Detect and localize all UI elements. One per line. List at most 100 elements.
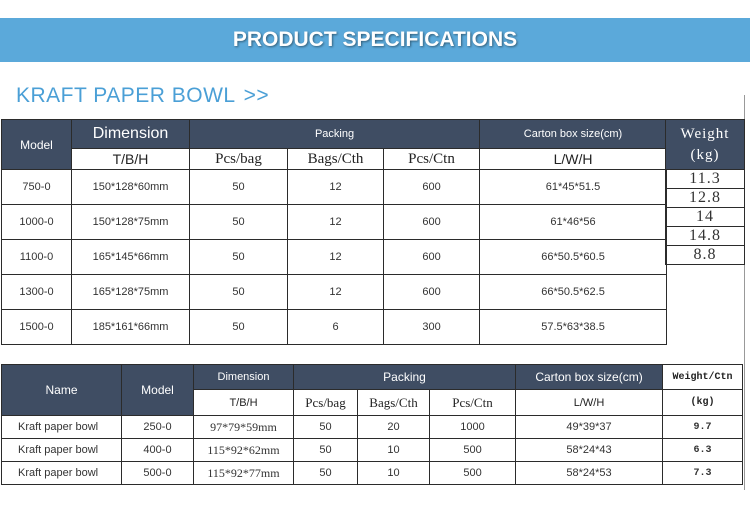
header-dimension: Dimension: [71, 119, 190, 149]
cell-carton: 61*46*56: [479, 204, 668, 240]
cell-pcs-ctn: 600: [382, 239, 481, 275]
t2-header-packing: Packing: [292, 364, 517, 390]
cell-dimension: 185*161*66mm: [71, 309, 190, 345]
cell-model: 500-0: [121, 461, 194, 485]
cell-bags-cth: 10: [357, 438, 430, 462]
table-row: 1100-0 165*145*66mm 50 12 600 66*50.5*60.5: [1, 239, 668, 275]
t2-subheader-bags-cth: Bags/Cth: [357, 389, 430, 416]
t2-subheader-pcs-ctn: Pcs/Ctn: [428, 389, 517, 416]
t2-subheader-weight-unit: (kg): [662, 389, 744, 416]
cell-weight: 14: [665, 207, 745, 227]
cell-model: 1100-0: [1, 239, 72, 275]
section-title-text: KRAFT PAPER BOWL: [16, 84, 236, 107]
table-row: Kraft paper bowl 250-0 97*79*59mm 50 20 1000 4…: [1, 415, 744, 439]
cell-pcs-bag: 50: [293, 438, 358, 462]
cell-bags-cth: 12: [287, 169, 384, 205]
cell-dimension: 150*128*60mm: [71, 169, 190, 205]
header-carton: Carton box size(cm): [479, 119, 668, 149]
t2-header-weight: Weight/Ctn: [662, 364, 744, 390]
cell-pcs-bag: 50: [189, 239, 288, 275]
cell-weight: 14.8: [665, 226, 745, 246]
cell-dimension: 150*128*75mm: [71, 204, 190, 240]
cell-model: 750-0: [1, 169, 72, 205]
weight-row: 8.8: [665, 245, 745, 265]
cell-carton: 57.5*63*38.5: [479, 309, 668, 345]
cell-pcs-bag: 50: [189, 309, 288, 345]
divider-line: [744, 95, 745, 490]
cell-carton: 66*50.5*62.5: [479, 274, 668, 310]
cell-dimension: 115*92*77mm: [193, 461, 294, 485]
table-row: 750-0 150*128*60mm 50 12 600 61*45*51.5: [1, 169, 668, 205]
cell-weight: 9.7: [662, 415, 744, 439]
cell-pcs-ctn: 600: [382, 169, 481, 205]
cell-bags-cth: 12: [287, 274, 384, 310]
spec-table-weight: Weight (kg) 11.3 12.8 14 14.8 8.8: [665, 119, 745, 265]
table-row: 1500-0 185*161*66mm 50 6 300 57.5*63*38.5: [1, 309, 668, 345]
subheader-tbh: T/B/H: [71, 148, 190, 170]
cell-pcs-bag: 50: [293, 461, 358, 485]
cell-dimension: 165*145*66mm: [71, 239, 190, 275]
weight-row: 14: [665, 207, 745, 227]
header-weight-unit: (kg): [690, 146, 720, 163]
cell-model: 1000-0: [1, 204, 72, 240]
cell-weight: 7.3: [662, 461, 744, 485]
t2-header-dimension: Dimension: [193, 364, 294, 390]
cell-model: 1500-0: [1, 309, 72, 345]
t2-header-carton: Carton box size(cm): [515, 364, 664, 390]
subheader-bags-cth: Bags/Cth: [287, 148, 384, 170]
title-banner: PRODUCT SPECIFICATIONS: [0, 18, 750, 62]
cell-bags-cth: 10: [357, 461, 430, 485]
cell-carton: 66*50.5*60.5: [479, 239, 668, 275]
header-weight: Weight (kg): [665, 119, 745, 170]
cell-pcs-ctn: 300: [382, 309, 481, 345]
subheader-lwh: L/W/H: [479, 148, 668, 170]
spec-table-secondary: Name Model Dimension Packing Carton box …: [1, 364, 744, 485]
cell-weight: 12.8: [665, 188, 745, 208]
cell-name: Kraft paper bowl: [1, 461, 122, 485]
cell-bags-cth: 6: [287, 309, 384, 345]
cell-bags-cth: 12: [287, 204, 384, 240]
cell-carton: 61*45*51.5: [479, 169, 668, 205]
cell-carton: 49*39*37: [515, 415, 664, 439]
cell-pcs-bag: 50: [293, 415, 358, 439]
cell-pcs-ctn: 600: [382, 204, 481, 240]
cell-weight: 8.8: [665, 245, 745, 265]
cell-bags-cth: 12: [287, 239, 384, 275]
cell-pcs-bag: 50: [189, 204, 288, 240]
header-packing: Packing: [188, 119, 481, 149]
table-row: 1300-0 165*128*75mm 50 12 600 66*50.5*62.5: [1, 274, 668, 310]
cell-pcs-bag: 50: [189, 169, 288, 205]
subheader-pcs-bag: Pcs/bag: [189, 148, 288, 170]
cell-model: 1300-0: [1, 274, 72, 310]
t2-subheader-pcs-bag: Pcs/bag: [293, 389, 358, 416]
cell-model: 400-0: [121, 438, 194, 462]
cell-name: Kraft paper bowl: [1, 415, 122, 439]
subheader-pcs-ctn: Pcs/Ctn: [382, 148, 481, 170]
cell-pcs-ctn: 500: [428, 461, 517, 485]
weight-row: 12.8: [665, 188, 745, 208]
cell-pcs-ctn: 1000: [428, 415, 517, 439]
weight-row: 14.8: [665, 226, 745, 246]
table-row: Kraft paper bowl 500-0 115*92*77mm 50 10 500 5…: [1, 461, 744, 485]
cell-carton: 58*24*53: [515, 461, 664, 485]
cell-model: 250-0: [121, 415, 194, 439]
t2-subheader-lwh: L/W/H: [515, 389, 664, 416]
section-arrows: >>: [243, 84, 270, 107]
t2-subheader-tbh: T/B/H: [193, 389, 294, 416]
cell-bags-cth: 20: [357, 415, 430, 439]
weight-row: 11.3: [665, 169, 745, 189]
header-weight-label: Weight: [680, 125, 730, 142]
cell-dimension: 97*79*59mm: [193, 415, 294, 439]
cell-pcs-bag: 50: [189, 274, 288, 310]
t2-header-name: Name: [1, 364, 122, 416]
header-model: Model: [1, 119, 72, 170]
cell-dimension: 165*128*75mm: [71, 274, 190, 310]
cell-weight: 6.3: [662, 438, 744, 462]
table-row: 1000-0 150*128*75mm 50 12 600 61*46*56: [1, 204, 668, 240]
section-title: KRAFT PAPER BOWL >>: [16, 84, 269, 108]
table-row: Kraft paper bowl 400-0 115*92*62mm 50 10 500 5…: [1, 438, 744, 462]
cell-name: Kraft paper bowl: [1, 438, 122, 462]
cell-pcs-ctn: 600: [382, 274, 481, 310]
spec-table-main: Model Dimension Packing Carton box size(…: [1, 119, 668, 345]
cell-carton: 58*24*43: [515, 438, 664, 462]
